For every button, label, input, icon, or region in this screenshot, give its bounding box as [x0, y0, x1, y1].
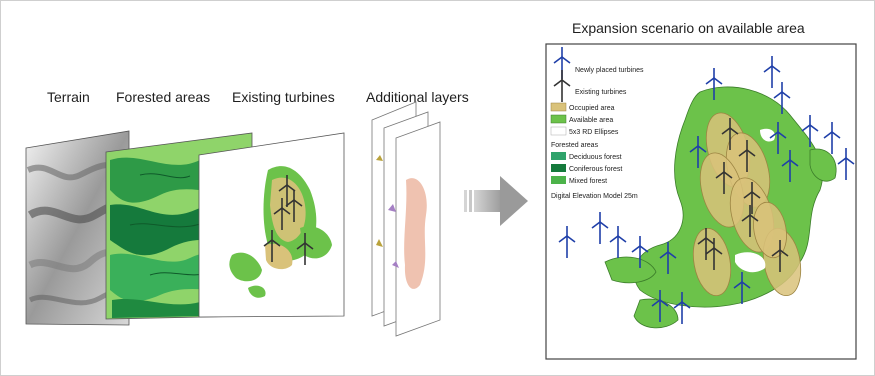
legend-existing: Existing turbines: [575, 89, 627, 96]
label-forested-areas: Forested areas: [116, 89, 211, 105]
label-additional-layers: Additional layers: [366, 89, 469, 105]
map-legend: Newly placed turbines Existing turbines …: [550, 46, 644, 200]
legend-available: Available area: [569, 117, 613, 124]
legend-newly-placed: Newly placed turbines: [575, 67, 644, 74]
legend-ellipses: 5x3 RD Ellipses: [569, 129, 619, 136]
scenario-map: Newly placed turbines Existing turbines …: [545, 43, 857, 360]
label-existing-turbines: Existing turbines: [232, 89, 335, 105]
legend-occupied: Occupied area: [569, 105, 615, 112]
legend-forested-header: Forested areas: [551, 142, 599, 149]
additional-layers-stack: [371, 101, 441, 337]
right-arrow-icon: [464, 176, 528, 226]
occupied-area: [692, 112, 802, 297]
legend-coniferous: Coniferous forest: [569, 166, 622, 173]
legend-deciduous: Deciduous forest: [569, 154, 622, 161]
scenario-title: Expansion scenario on available area: [572, 20, 805, 36]
legend-dem: Digital Elevation Model 25m: [551, 193, 638, 200]
label-terrain: Terrain: [47, 89, 90, 105]
legend-mixed: Mixed forest: [569, 178, 607, 185]
existing-turbines-layer: [198, 132, 345, 318]
